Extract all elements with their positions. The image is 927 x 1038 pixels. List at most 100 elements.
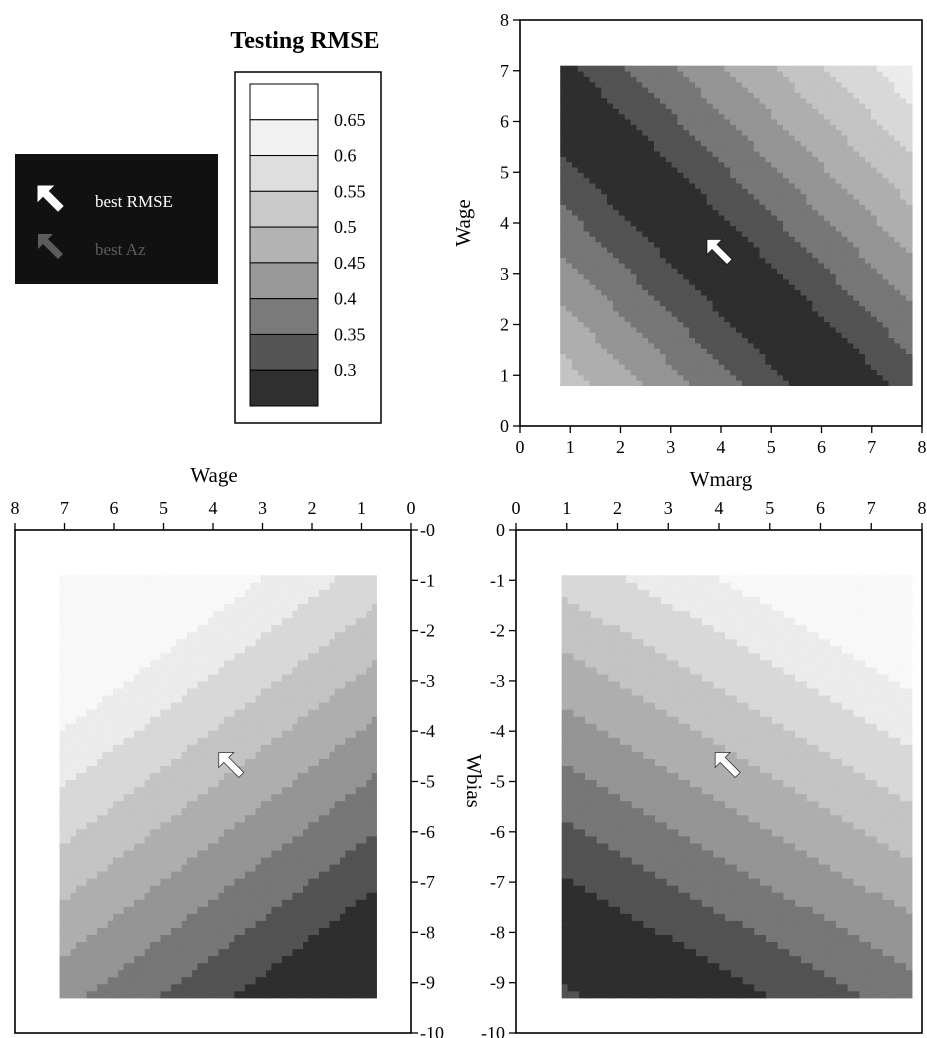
heatmap-cell [312, 955, 319, 964]
heatmap-cell [806, 156, 813, 163]
heatmap-cell [630, 364, 638, 371]
heatmap-cell [349, 899, 356, 907]
heatmap-cell [254, 983, 261, 992]
heatmap-cell [281, 673, 288, 682]
heatmap-cell [730, 198, 737, 205]
heatmap-cell [800, 71, 808, 77]
heatmap-cell [841, 310, 849, 317]
heatmap-cell [344, 624, 351, 633]
heatmap-cell [835, 198, 843, 205]
heatmap-cell [371, 871, 377, 879]
heatmap-cell [788, 300, 796, 307]
heatmap-cell [718, 374, 725, 381]
heatmap-cell [302, 920, 309, 928]
heatmap-cell [665, 177, 673, 184]
heatmap-cell [841, 150, 849, 157]
heatmap-cell [312, 694, 319, 703]
heatmap-cell [624, 284, 632, 291]
heatmap-cell [812, 300, 819, 307]
heatmap-cell [312, 793, 319, 802]
heatmap-cell [630, 71, 638, 77]
heatmap-cell [365, 934, 372, 943]
heatmap-cell [706, 182, 714, 189]
heatmap-cell [695, 380, 702, 386]
heatmap-cell [349, 702, 356, 710]
heatmap-cell [612, 118, 620, 125]
heatmap-cell [876, 177, 884, 184]
heatmap-cell [900, 204, 907, 211]
heatmap-cell [818, 342, 825, 349]
heatmap-cell [706, 134, 714, 141]
heatmap-cell [281, 596, 288, 605]
heatmap-cell [671, 81, 679, 88]
heatmap-cell [265, 744, 272, 752]
heatmap-cell [829, 230, 837, 237]
heatmap-cell [906, 198, 913, 205]
heatmap-cell [583, 337, 591, 344]
heatmap-cell [806, 214, 813, 221]
heatmap-cell [265, 575, 272, 583]
heatmap-cell [818, 348, 825, 355]
heatmap-cell [571, 369, 579, 376]
heatmap-cell [882, 150, 890, 157]
heatmap-cell [677, 278, 684, 285]
heatmap-cell [771, 246, 778, 253]
heatmap-cell [291, 631, 298, 640]
heatmap-cell [583, 225, 591, 232]
heatmap-cell [654, 332, 661, 339]
heatmap-cell [788, 380, 796, 386]
heatmap-cell [677, 316, 684, 323]
heatmap-cell [865, 172, 872, 179]
heatmap-cell [601, 284, 608, 291]
colorbar-level-label: 0.45 [334, 253, 366, 273]
heatmap-cell [601, 198, 608, 205]
heatmap-cell [583, 156, 591, 163]
heatmap-cell [800, 102, 808, 109]
heatmap-cell [718, 369, 725, 376]
heatmap-cell [642, 358, 649, 365]
heatmap-cell [695, 284, 702, 291]
heatmap-cell [328, 744, 335, 752]
heatmap-cell [759, 369, 766, 376]
heatmap-cell [583, 81, 591, 88]
heatmap-cell [636, 214, 643, 221]
heatmap-cell [618, 374, 626, 381]
heatmap-cell [677, 166, 684, 173]
heatmap-cell [260, 737, 267, 745]
heatmap-cell [571, 198, 579, 205]
heatmap-cell [718, 86, 725, 93]
heatmap-cell [577, 332, 585, 339]
heatmap-cell [334, 737, 340, 745]
heatmap-cell [297, 793, 304, 802]
heatmap-cell [788, 134, 796, 141]
heatmap-cell [818, 118, 825, 125]
heatmap-cell [636, 337, 643, 344]
heatmap-cell [870, 214, 878, 221]
heatmap-cell [560, 134, 567, 141]
heatmap-cell [859, 294, 866, 301]
heatmap-cell [612, 166, 620, 173]
heatmap-cell [595, 198, 602, 205]
heatmap-cell [829, 369, 837, 376]
heatmap-cell [712, 166, 720, 173]
heatmap-cell [870, 182, 878, 189]
heatmap-cell [741, 193, 749, 200]
heatmap-cell [281, 983, 288, 992]
heatmap-cell [671, 284, 679, 291]
heatmap-cell [276, 934, 282, 943]
heatmap-cell [794, 321, 802, 328]
heatmap-cell [900, 150, 907, 157]
heatmap-cell [371, 983, 377, 992]
heatmap-cell [700, 268, 708, 275]
heatmap-cell [577, 246, 585, 253]
heatmap-cell [777, 289, 784, 296]
heatmap-cell [595, 129, 602, 136]
heatmap-cell [870, 374, 878, 381]
heatmap-cell [642, 220, 649, 227]
heatmap-cell [365, 617, 372, 626]
heatmap-cell [888, 278, 895, 285]
heatmap-cell [859, 108, 866, 115]
heatmap-cell [870, 310, 878, 317]
heatmap-cell [906, 156, 913, 163]
heatmap-cell [328, 786, 335, 795]
